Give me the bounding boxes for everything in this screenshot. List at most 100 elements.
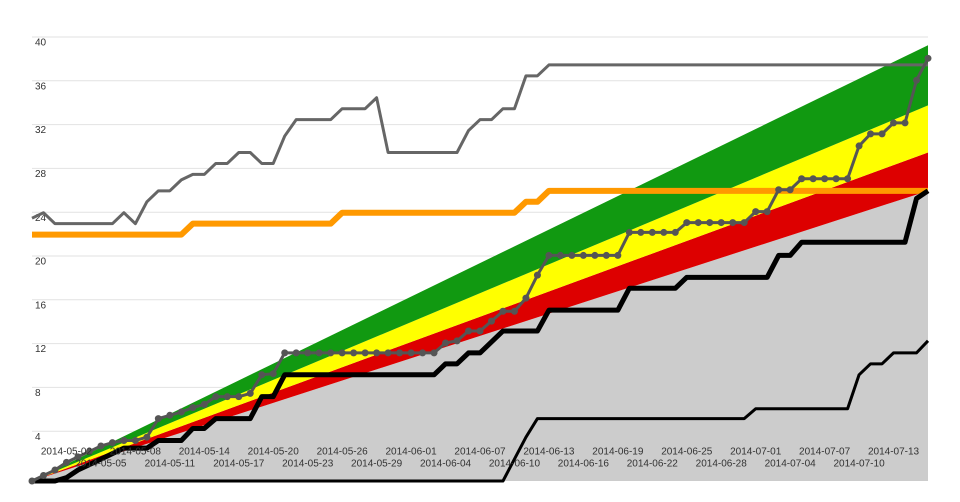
point-marker [131, 436, 139, 444]
point-marker [85, 447, 93, 455]
point-marker [913, 76, 921, 84]
x-tick-label: 2014-06-13 [523, 447, 575, 458]
x-tick-label: 2014-06-28 [696, 459, 748, 470]
x-tick-label: 2014-05-23 [282, 459, 334, 470]
point-marker [855, 142, 863, 150]
series-line [32, 339, 930, 483]
point-marker [763, 208, 771, 216]
x-tick-label: 2014-06-10 [489, 459, 541, 470]
point-marker [878, 130, 886, 138]
point-marker [189, 404, 197, 412]
point-marker [487, 317, 495, 325]
y-tick-label: 40 [35, 38, 47, 49]
x-tick-label: 2014-06-22 [627, 459, 679, 470]
trend-band [32, 190, 928, 481]
y-tick-label: 12 [35, 344, 47, 355]
x-tick-label: 2014-05-14 [179, 447, 231, 458]
point-marker [476, 327, 484, 335]
point-marker [671, 228, 679, 236]
x-tick-label: 2014-06-01 [385, 447, 437, 458]
point-marker [281, 349, 289, 357]
x-tick-label: 2014-06-16 [558, 459, 610, 470]
point-marker [166, 411, 174, 419]
x-tick-label: 2014-05-26 [317, 447, 369, 458]
x-tick-label: 2014-06-07 [454, 447, 506, 458]
point-marker [304, 349, 312, 357]
y-tick-label: 28 [35, 169, 47, 180]
trend-band [32, 105, 928, 481]
x-tick-label: 2014-05-05 [75, 459, 127, 470]
point-marker [809, 175, 817, 183]
x-tick-label: 2014-06-19 [592, 447, 644, 458]
trend-band [32, 45, 928, 481]
x-tick-label: 2014-07-04 [765, 459, 817, 470]
x-tick-label: 2014-05-20 [248, 447, 300, 458]
x-tick-label: 2014-07-01 [730, 447, 782, 458]
point-marker [901, 119, 909, 127]
point-marker [844, 175, 852, 183]
x-tick-label: 2014-07-13 [868, 447, 920, 458]
point-marker [419, 349, 427, 357]
point-marker [568, 251, 576, 259]
point-marker [396, 349, 404, 357]
point-marker [832, 175, 840, 183]
point-marker [51, 466, 59, 474]
point-marker [614, 251, 622, 259]
point-marker [62, 458, 70, 466]
point-marker [625, 228, 633, 236]
point-marker [74, 453, 82, 461]
series-line [32, 188, 930, 484]
point-marker [752, 208, 760, 216]
x-tick-label: 2014-06-25 [661, 447, 713, 458]
point-marker [350, 349, 358, 357]
point-marker [246, 389, 254, 397]
point-marker [453, 337, 461, 345]
point-marker [442, 339, 450, 347]
point-marker [821, 175, 829, 183]
x-tick-label: 2014-05-08 [110, 447, 162, 458]
point-marker [740, 219, 748, 227]
point-marker [660, 228, 668, 236]
point-marker [269, 370, 277, 378]
y-tick-label: 20 [35, 257, 47, 268]
point-marker [338, 349, 346, 357]
y-tick-label: 8 [35, 388, 41, 399]
point-marker [867, 130, 875, 138]
x-tick-label: 2014-05-11 [145, 459, 196, 470]
point-marker [143, 433, 151, 441]
point-marker [465, 327, 473, 335]
point-marker [499, 307, 507, 315]
point-marker [683, 219, 691, 227]
point-marker [258, 371, 266, 379]
point-marker [602, 251, 610, 259]
x-tick-label: 2014-05-02 [41, 447, 93, 458]
point-marker [108, 439, 116, 447]
point-marker [292, 349, 300, 357]
x-tick-label: 2014-07-07 [799, 447, 851, 458]
series-line [31, 63, 928, 226]
point-marker [315, 349, 323, 357]
y-tick-label: 32 [35, 125, 47, 136]
point-marker [729, 219, 737, 227]
point-marker [407, 349, 415, 357]
point-marker [798, 175, 806, 183]
x-tick-label: 2014-05-29 [351, 459, 403, 470]
point-marker [212, 393, 220, 401]
point-marker [120, 436, 128, 444]
point-marker [775, 186, 783, 194]
point-marker [154, 415, 162, 423]
point-marker [361, 349, 369, 357]
point-marker [39, 472, 47, 480]
point-marker [97, 442, 105, 450]
point-marker [533, 271, 541, 279]
point-marker [924, 54, 932, 62]
y-tick-label: 36 [35, 81, 47, 92]
point-marker [591, 251, 599, 259]
point-marker [637, 228, 645, 236]
point-marker [177, 408, 185, 416]
y-tick-label: 16 [35, 300, 47, 311]
point-marker [384, 349, 392, 357]
point-marker [430, 349, 438, 357]
point-marker [223, 393, 231, 401]
